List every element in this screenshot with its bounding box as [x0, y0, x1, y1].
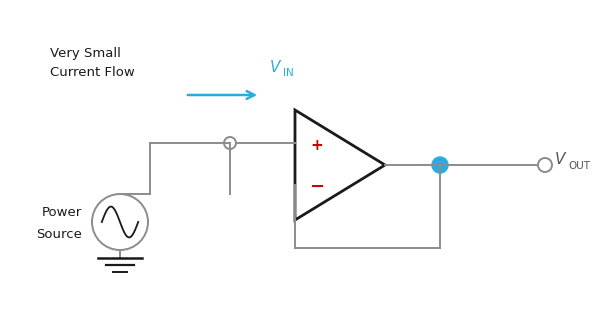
Text: Current Flow: Current Flow: [50, 65, 135, 79]
Text: Source: Source: [36, 228, 82, 240]
Circle shape: [432, 157, 448, 173]
Text: IN: IN: [283, 68, 294, 78]
Text: −: −: [310, 178, 325, 196]
Text: V: V: [270, 60, 280, 75]
Text: Power: Power: [42, 206, 82, 218]
Circle shape: [538, 158, 552, 172]
Text: OUT: OUT: [568, 161, 590, 171]
Circle shape: [224, 137, 236, 149]
Text: V: V: [555, 151, 565, 167]
Text: +: +: [311, 137, 323, 152]
Circle shape: [92, 194, 148, 250]
Text: Very Small: Very Small: [50, 47, 121, 59]
